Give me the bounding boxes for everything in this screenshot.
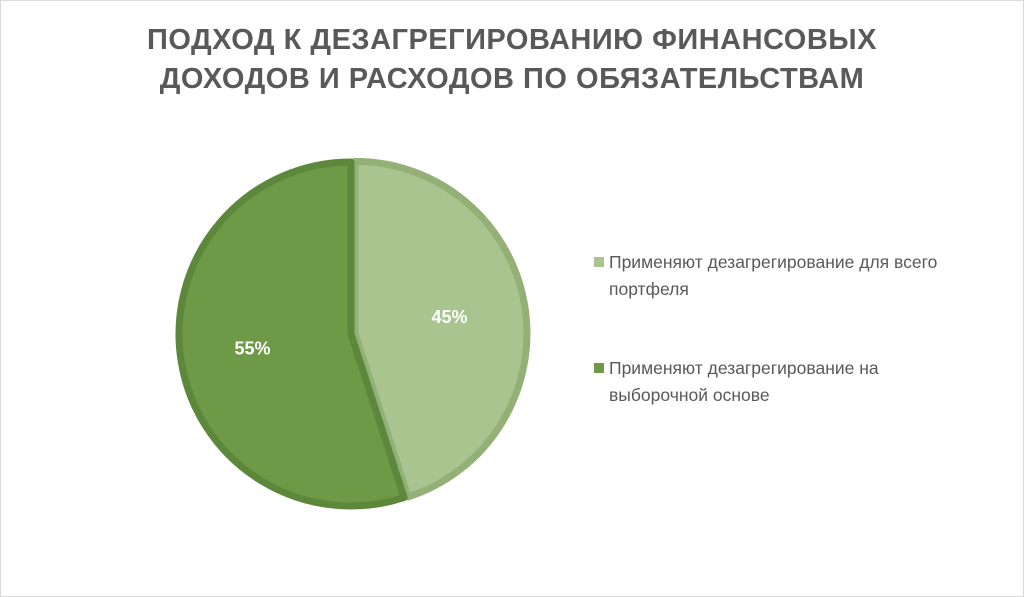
legend-label-whole-portfolio: Применяют дезагрегирование для всего пор… — [609, 252, 938, 299]
chart-title: ПОДХОД К ДЕЗАГРЕГИРОВАНИЮ ФИНАНСОВЫХ ДОХ… — [1, 21, 1023, 99]
legend-label-selective-basis: Применяют дезагрегирование на выборочной… — [609, 358, 879, 405]
legend-swatch-whole-portfolio — [594, 257, 604, 267]
legend-item-whole-portfolio: Применяют дезагрегирование для всего пор… — [594, 249, 954, 303]
legend-item-selective-basis: Применяют дезагрегирование на выборочной… — [594, 355, 954, 409]
chart-title-line-2: ДОХОДОВ И РАСХОДОВ ПО ОБЯЗАТЕЛЬСТВАМ — [159, 63, 865, 95]
pie-slice-whole-portfolio — [351, 157, 531, 501]
data-label-selective-basis: 55% — [234, 338, 270, 358]
data-label-whole-portfolio: 45% — [431, 307, 467, 327]
chart-title-line-1: ПОДХОД К ДЕЗАГРЕГИРОВАНИЮ ФИНАНСОВЫХ — [146, 24, 878, 56]
legend: Применяют дезагрегирование для всего пор… — [594, 249, 954, 409]
legend-swatch-selective-basis — [594, 363, 604, 373]
pie-slice-selective-basis — [175, 158, 408, 510]
